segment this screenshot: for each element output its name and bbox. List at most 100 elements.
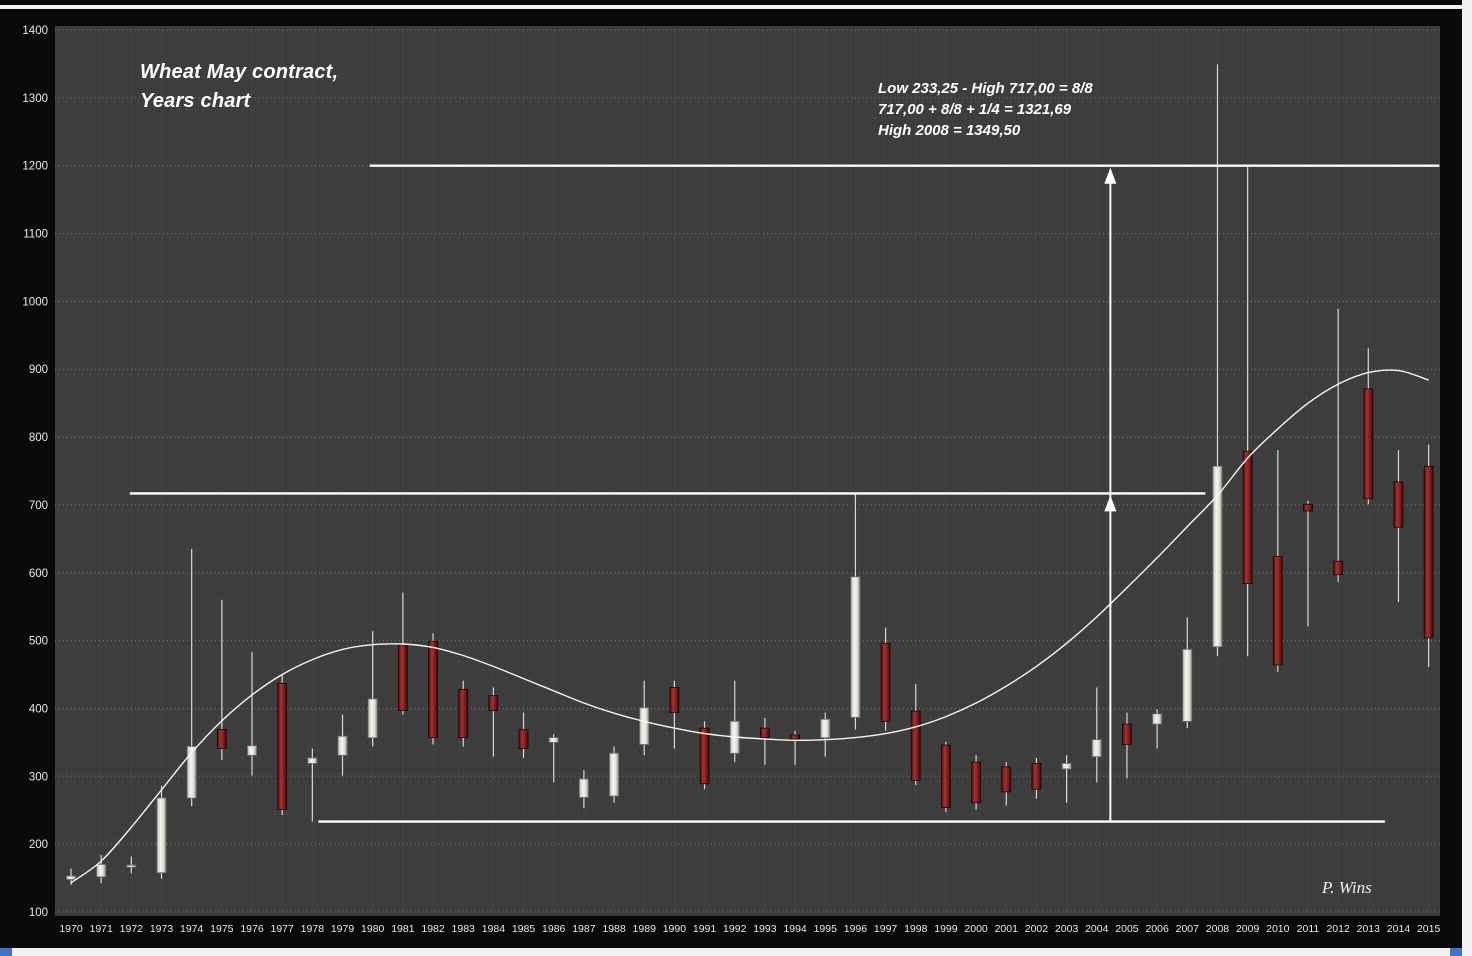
candle-1996 [850, 576, 861, 718]
x-tick-2012: 2012 [1326, 923, 1350, 935]
candle-1988 [609, 752, 619, 797]
gridlines [55, 29, 1440, 913]
candle-2002 [1031, 763, 1042, 790]
annotation-line1: Low 233,25 - High 717,00 = 8/8 [878, 80, 1093, 97]
candle-1993 [760, 727, 770, 739]
x-tick-2003: 2003 [1055, 923, 1079, 935]
y-tick-400: 400 [29, 703, 48, 715]
candle-2015 [1423, 465, 1434, 639]
x-tick-1996: 1996 [844, 923, 868, 935]
x-tick-1992: 1992 [723, 923, 747, 935]
x-tick-1993: 1993 [753, 923, 777, 935]
x-tick-1974: 1974 [180, 923, 204, 935]
x-tick-1995: 1995 [814, 923, 838, 935]
y-tick-500: 500 [29, 636, 48, 648]
candle-1997 [880, 642, 891, 722]
x-tick-1981: 1981 [391, 923, 415, 935]
x-tick-2009: 2009 [1236, 923, 1260, 935]
candle-2014 [1393, 481, 1404, 528]
y-tick-200: 200 [29, 839, 48, 851]
candle-1984 [488, 695, 499, 711]
x-tick-1971: 1971 [89, 923, 113, 935]
candle-2010 [1272, 556, 1283, 666]
candle-2000 [971, 761, 981, 804]
candle-2011 [1303, 503, 1313, 512]
arrow-head-717 [1104, 495, 1117, 512]
x-tick-2004: 2004 [1085, 923, 1109, 935]
window-top-border [0, 5, 1472, 9]
x-tick-2014: 2014 [1387, 923, 1411, 935]
y-tick-800: 800 [29, 432, 48, 444]
x-tick-2001: 2001 [995, 923, 1019, 935]
candle-1994 [790, 734, 800, 740]
x-tick-1998: 1998 [904, 923, 928, 935]
candle-1976 [247, 745, 257, 756]
y-tick-1200: 1200 [22, 161, 48, 173]
candle-1991 [699, 727, 710, 785]
candle-1989 [639, 707, 650, 745]
fib-annotation: Low 233,25 - High 717,00 = 8/8 717,00 + … [878, 78, 1093, 141]
candle-2012 [1333, 560, 1344, 576]
x-tick-2008: 2008 [1206, 923, 1230, 935]
x-tick-1990: 1990 [663, 923, 687, 935]
x-tick-1997: 1997 [874, 923, 898, 935]
y-tick-900: 900 [29, 364, 48, 376]
candle-2005 [1122, 723, 1132, 745]
x-tick-1999: 1999 [934, 923, 958, 935]
x-tick-1973: 1973 [150, 923, 174, 935]
candle-1995 [820, 718, 831, 739]
candle-1977 [277, 682, 288, 810]
candle-1999 [941, 744, 951, 808]
y-tick-700: 700 [29, 500, 48, 512]
x-tick-1994: 1994 [783, 923, 807, 935]
y-tick-600: 600 [29, 568, 48, 580]
candle-1990 [669, 687, 680, 713]
y-tick-1400: 1400 [22, 25, 48, 37]
x-tick-1986: 1986 [542, 923, 566, 935]
bottom-scrollbar[interactable] [0, 948, 1472, 956]
candle-1973 [156, 797, 167, 874]
x-tick-1977: 1977 [271, 923, 295, 935]
candle-1985 [518, 729, 529, 749]
candle-2009 [1242, 450, 1253, 585]
right-scrollbar[interactable] [1462, 0, 1472, 956]
candle-1998 [910, 710, 921, 781]
chart-title: Wheat May contract, Years chart [140, 58, 338, 116]
candle-2004 [1091, 739, 1102, 758]
x-tick-2002: 2002 [1025, 923, 1049, 935]
author-signature: P. Wins [1322, 878, 1372, 897]
x-tick-1985: 1985 [512, 923, 536, 935]
candle-1970 [66, 875, 76, 880]
candle-2001 [1001, 766, 1012, 793]
x-tick-2006: 2006 [1145, 923, 1169, 935]
projection-arrow [1104, 167, 1117, 822]
candle-1979 [337, 735, 348, 756]
x-tick-1970: 1970 [59, 923, 83, 935]
x-tick-1988: 1988 [602, 923, 626, 935]
candle-1983 [458, 689, 469, 739]
x-tick-2011: 2011 [1297, 923, 1320, 935]
y-tick-1100: 1100 [23, 229, 48, 241]
candle-1974 [186, 746, 197, 799]
candle-2007 [1182, 649, 1193, 722]
candle-2003 [1061, 763, 1072, 770]
x-tick-1972: 1972 [120, 923, 144, 935]
bottom-right-accent [1450, 948, 1462, 956]
chart-title-line1: Wheat May contract, [140, 61, 339, 83]
candle-1982 [428, 640, 438, 739]
y-tick-1300: 1300 [22, 93, 48, 105]
y-tick-100: 100 [29, 907, 48, 919]
x-tick-1979: 1979 [331, 923, 355, 935]
candle-1978 [307, 757, 318, 764]
x-tick-1982: 1982 [421, 923, 445, 935]
candle-2006 [1152, 713, 1163, 725]
x-tick-1984: 1984 [482, 923, 506, 935]
annotation-line2: 717,00 + 8/8 + 1/4 = 1321,69 [878, 101, 1072, 118]
x-tick-1987: 1987 [572, 923, 596, 935]
x-tick-1983: 1983 [452, 923, 476, 935]
chart-title-line2: Years chart [140, 90, 251, 112]
candle-1987 [578, 778, 589, 798]
x-tick-1980: 1980 [361, 923, 385, 935]
x-tick-1989: 1989 [633, 923, 657, 935]
